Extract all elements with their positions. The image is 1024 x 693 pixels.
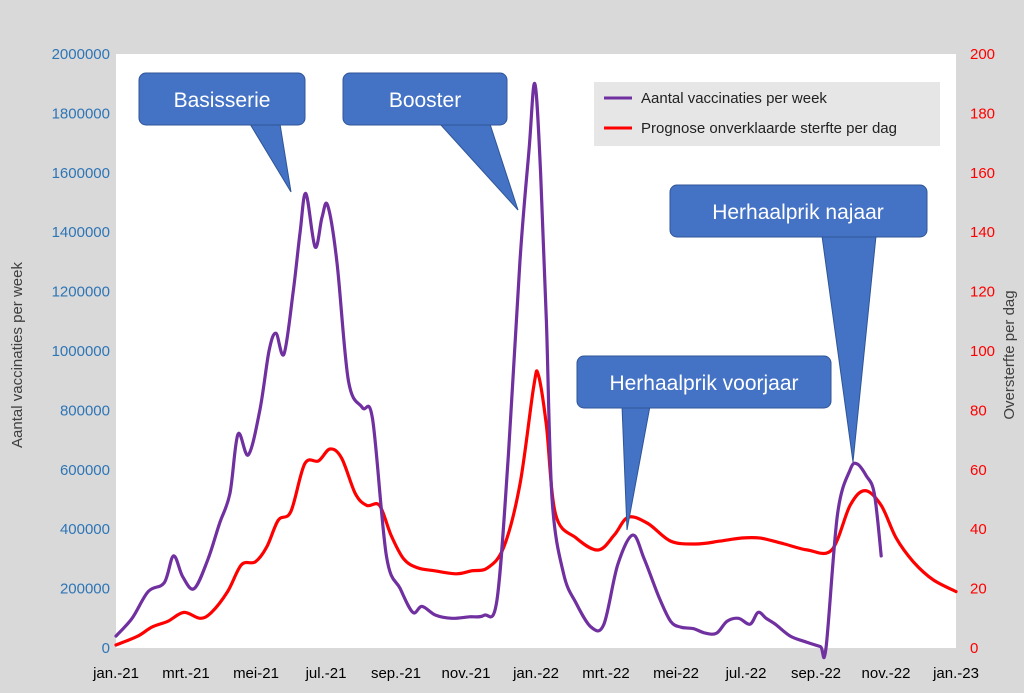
right-tick-label: 20 xyxy=(970,581,987,598)
series-line-excess-deaths xyxy=(114,369,958,647)
callout-herhaalprik-najaar: Herhaalprik najaar xyxy=(669,184,928,463)
right-tick-label: 160 xyxy=(970,165,995,182)
right-tick-label: 100 xyxy=(970,343,995,360)
left-tick-label: 800000 xyxy=(60,402,110,419)
legend-label-excess-deaths: Prognose onverklaarde sterfte per dag xyxy=(641,120,897,137)
x-tick-label: nov.-21 xyxy=(442,665,491,682)
x-tick-label: mei-22 xyxy=(653,665,699,682)
callout-booster: Booster xyxy=(342,72,519,211)
right-tick-label: 0 xyxy=(970,640,978,657)
x-tick-label: sep.-22 xyxy=(791,665,841,682)
left-tick-label: 1000000 xyxy=(52,343,110,360)
x-tick-label: jul.-21 xyxy=(305,665,347,682)
callout-label: Basisserie xyxy=(174,89,271,112)
x-axis-ticks: jan.-21 mrt.-21 mei-21 jul.-21 sep.-21 nov.-2… xyxy=(92,665,979,682)
callout-label: Herhaalprik voorjaar xyxy=(609,372,798,395)
left-axis-title: Aantal vaccinaties per week xyxy=(9,262,26,448)
left-tick-label: 1600000 xyxy=(52,165,110,182)
series-line-vaccinations xyxy=(114,82,883,660)
right-tick-label: 40 xyxy=(970,521,987,538)
legend: Aantal vaccinaties per week Prognose onv… xyxy=(594,82,940,146)
callout-box xyxy=(342,72,508,126)
x-tick-label: mrt.-22 xyxy=(582,665,630,682)
left-tick-label: 1800000 xyxy=(52,105,110,122)
left-tick-label: 1200000 xyxy=(52,284,110,301)
callout-label: Booster xyxy=(389,89,461,112)
left-tick-label: 1400000 xyxy=(52,224,110,241)
right-tick-label: 60 xyxy=(970,462,987,479)
legend-label-vaccinations: Aantal vaccinaties per week xyxy=(641,90,827,107)
callout-box xyxy=(669,184,928,238)
x-tick-label: jul.-22 xyxy=(725,665,767,682)
right-axis-title: Oversterfte per dag xyxy=(1001,290,1018,419)
left-axis-ticks: 0 200000 400000 600000 800000 1000000 1200000 1… xyxy=(52,46,110,657)
left-tick-label: 600000 xyxy=(60,462,110,479)
series-layer xyxy=(114,82,958,660)
x-tick-label: jan.-22 xyxy=(512,665,559,682)
right-tick-label: 200 xyxy=(970,46,995,63)
x-tick-label: sep.-21 xyxy=(371,665,421,682)
callout-herhaalprik-voorjaar: Herhaalprik voorjaar xyxy=(576,355,832,531)
right-tick-label: 140 xyxy=(970,224,995,241)
callout-basisserie: Basisserie xyxy=(138,72,306,193)
x-tick-label: nov.-22 xyxy=(862,665,911,682)
plot-area xyxy=(116,54,956,648)
right-tick-label: 120 xyxy=(970,284,995,301)
left-tick-label: 200000 xyxy=(60,581,110,598)
callout-box xyxy=(138,72,306,126)
left-tick-label: 2000000 xyxy=(52,46,110,63)
callout-box xyxy=(576,355,832,409)
legend-background xyxy=(594,82,940,146)
left-tick-label: 0 xyxy=(102,640,110,657)
left-tick-label: 400000 xyxy=(60,521,110,538)
right-axis-ticks: 0 20 40 60 80 100 120 140 160 180 200 xyxy=(970,46,995,657)
x-tick-label: jan.-23 xyxy=(932,665,979,682)
x-tick-label: mrt.-21 xyxy=(162,665,210,682)
right-tick-label: 80 xyxy=(970,402,987,419)
x-tick-label: jan.-21 xyxy=(92,665,139,682)
x-tick-label: mei-21 xyxy=(233,665,279,682)
callout-label: Herhaalprik najaar xyxy=(712,201,884,224)
right-tick-label: 180 xyxy=(970,105,995,122)
